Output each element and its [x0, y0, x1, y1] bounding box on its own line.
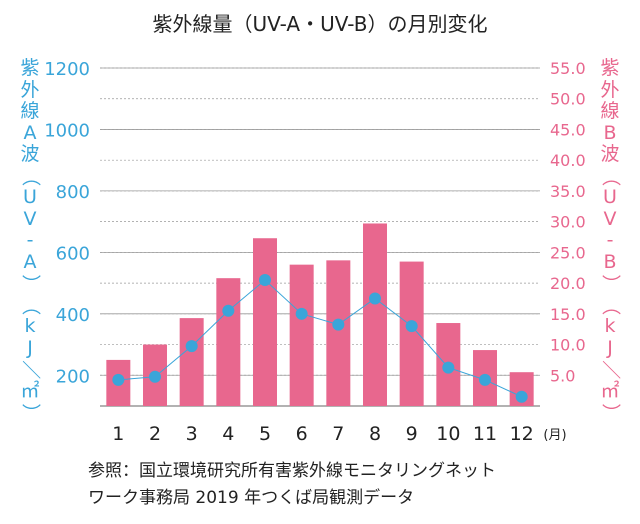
uva-point [222, 304, 235, 317]
right-tick-label: 20.0 [550, 274, 586, 293]
right-tick-label: 10.0 [550, 336, 586, 355]
uva-point [112, 373, 125, 386]
right-axis-label-char: V [603, 207, 617, 230]
right-tick-label: 30.0 [550, 213, 586, 232]
right-axis-label-char: ㎡ [600, 379, 620, 402]
right-tick-label: 15.0 [550, 305, 586, 324]
uva-point [442, 361, 455, 374]
right-axis-label-char: 外 [600, 78, 620, 101]
month-tick-label: 10 [436, 423, 460, 445]
month-tick-label: 8 [369, 423, 381, 445]
left-tick-label: 200 [56, 366, 90, 387]
chart-title: 紫外線量（UV-A・UV-B）の月別変化 [152, 12, 488, 36]
right-axis-label: 紫外線 B 波（U V - B）（k J ／㎡） [598, 57, 622, 424]
right-tick-label: 55.0 [550, 59, 586, 78]
month-tick-label: 6 [296, 423, 308, 445]
right-axis-label-char: B [603, 250, 617, 273]
uvb-bar [509, 372, 534, 406]
left-tick-label: 800 [56, 182, 90, 203]
month-tick-label: 1 [112, 423, 124, 445]
left-axis-label-char: 線 [20, 100, 40, 122]
right-tick-label: 25.0 [550, 243, 586, 262]
uva-line [118, 279, 522, 398]
uva-point [149, 370, 161, 383]
right-axis-label-char: J [607, 336, 613, 359]
left-axis-label-char: A [23, 121, 37, 144]
left-axis-label-char: U [23, 186, 37, 208]
right-axis-label-char: 波 [600, 143, 620, 165]
left-tick-label: 1200 [44, 59, 90, 80]
month-tick-label: 3 [186, 423, 198, 445]
month-tick-label: 9 [406, 423, 418, 445]
left-tick-label: 400 [56, 305, 90, 326]
uva-point [185, 340, 198, 353]
month-unit-label: (月) [543, 428, 566, 443]
right-axis-label-char: B [603, 121, 617, 144]
right-tick-label: 50.0 [550, 90, 586, 109]
right-axis-label-char: k [604, 315, 616, 337]
month-tick-label: 7 [332, 423, 344, 445]
uvb-bar [399, 261, 424, 406]
uvb-bar [216, 278, 241, 406]
left-tick-label: 600 [56, 243, 90, 264]
uva-point [259, 274, 271, 287]
uva-point [369, 292, 381, 305]
right-tick-label: 5.0 [550, 366, 575, 385]
right-tick-label: 45.0 [550, 120, 586, 139]
month-tick-label: 4 [222, 423, 234, 445]
left-axis-label-char: ㎡ [20, 379, 40, 402]
month-tick-label: 2 [149, 423, 161, 445]
uvb-bar [179, 318, 204, 406]
uva-point [479, 373, 491, 386]
uva-point [405, 320, 418, 333]
right-axis-label-char: U [603, 186, 617, 208]
left-axis-label-char: A [23, 250, 37, 273]
month-tick-label: 11 [473, 423, 497, 445]
uvb-bar [326, 260, 351, 406]
left-axis-label-char: - [26, 229, 34, 251]
left-axis-label-char: 外 [20, 78, 40, 101]
uva-point [515, 390, 528, 403]
source-line-2: ワーク事務局 2019 年つくば局観測データ [88, 488, 415, 508]
right-axis-label-char: 線 [600, 100, 620, 122]
right-tick-label: 35.0 [550, 182, 586, 201]
uvb-bar [363, 223, 387, 406]
uvb-bar [253, 238, 277, 406]
right-tick-label: 40.0 [550, 151, 586, 170]
left-axis-label-char: 紫 [20, 57, 40, 79]
left-axis-label-char: 波 [20, 143, 40, 165]
left-axis-label-char: J [27, 336, 33, 359]
left-tick-label: 1000 [44, 120, 90, 141]
left-axis-label-char: k [24, 315, 36, 337]
right-axis-label-char: - [606, 229, 614, 251]
uva-point [295, 307, 308, 320]
left-axis-label: 紫外線 A 波（U V - A）（k J ／㎡） [18, 57, 42, 424]
source-line-1: 参照：国立環境研究所有害紫外線モニタリングネット [88, 461, 496, 481]
month-tick-label: 12 [510, 423, 534, 445]
right-axis-label-char: 紫 [600, 57, 620, 79]
month-tick-label: 5 [259, 423, 271, 445]
left-axis-label-char: V [23, 207, 37, 230]
uva-point [332, 318, 345, 331]
uvb-bar [289, 264, 314, 406]
source-note: 参照：国立環境研究所有害紫外線モニタリングネット ワーク事務局 2019 年つく… [88, 458, 496, 512]
